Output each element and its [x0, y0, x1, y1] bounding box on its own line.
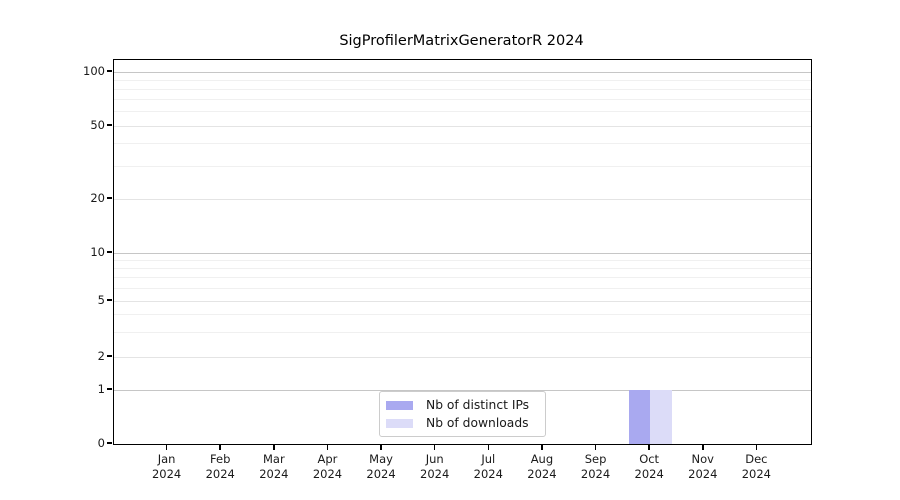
y-tick-mark-0: [107, 442, 112, 444]
x-tick-label-9: Sep 2024: [580, 452, 611, 481]
y-tick-mark-50: [107, 124, 112, 126]
x-tick-mark-2: [219, 444, 221, 450]
y-tick-label-20: 20: [90, 191, 105, 205]
bar-nb-of-distinct-ips-oct-2024: [628, 390, 651, 444]
bar-nb-of-downloads-oct-2024: [650, 390, 672, 444]
x-tick-label-6: Jun 2024: [420, 452, 450, 481]
gridline-y-50: [114, 125, 811, 127]
legend-swatch-downloads: [386, 418, 413, 428]
x-tick-label-1: Jan 2024: [151, 452, 182, 481]
x-tick-mark-7: [487, 444, 490, 450]
x-tick-label-5: May 2024: [366, 452, 396, 481]
y-tick-mark-20: [107, 197, 112, 199]
y-tick-mark-5: [107, 299, 112, 301]
y-tick-label-50: 50: [90, 118, 105, 132]
y-tick-mark-100: [107, 70, 112, 72]
plot-area: Nb of distinct IPs Nb of downloads: [113, 59, 812, 445]
x-tick-mark-5: [380, 444, 382, 450]
gridline-y-90: [114, 79, 811, 81]
x-tick-mark-8: [541, 444, 543, 450]
x-tick-mark-9: [594, 444, 597, 450]
legend-label-distinct-ips: Nb of distinct IPs: [426, 398, 530, 412]
y-tick-label-0: 0: [97, 436, 105, 450]
gridline-y-40: [114, 143, 811, 145]
x-tick-mark-4: [326, 444, 329, 450]
gridline-y-70: [114, 99, 811, 101]
x-tick-label-10: Oct 2024: [634, 452, 664, 481]
x-tick-mark-1: [165, 444, 168, 450]
chart-title: SigProfilerMatrixGeneratorR 2024: [339, 33, 584, 49]
gridline-y-100: [114, 71, 811, 73]
x-tick-label-2: Feb 2024: [205, 452, 235, 481]
legend: Nb of distinct IPs Nb of downloads: [379, 391, 546, 437]
y-tick-mark-10: [107, 251, 112, 253]
x-tick-mark-6: [433, 444, 436, 450]
gridline-y-9: [114, 259, 811, 261]
legend-label-downloads: Nb of downloads: [426, 416, 529, 430]
y-tick-label-5: 5: [97, 293, 105, 307]
x-tick-mark-3: [273, 444, 275, 450]
x-tick-mark-11: [702, 444, 704, 450]
x-tick-mark-12: [755, 444, 758, 450]
x-tick-label-7: Jul 2024: [473, 452, 503, 481]
gridline-y-60: [114, 111, 811, 113]
y-tick-label-10: 10: [90, 245, 105, 259]
gridline-y-6: [114, 287, 811, 289]
gridline-y-3: [114, 331, 811, 333]
x-tick-label-11: Nov 2024: [688, 452, 718, 481]
y-tick-mark-1: [107, 388, 112, 390]
gridline-y-8: [114, 267, 811, 269]
gridline-y-7: [114, 277, 811, 279]
legend-item-distinct-ips: Nb of distinct IPs: [386, 396, 537, 414]
x-tick-label-3: Mar 2024: [259, 452, 289, 481]
gridline-y-5: [114, 300, 811, 302]
y-tick-label-2: 2: [97, 349, 105, 363]
x-tick-label-12: Dec 2024: [741, 452, 772, 481]
x-tick-mark-10: [648, 444, 650, 450]
legend-swatch-distinct-ips: [386, 400, 413, 410]
gridline-y-2: [114, 356, 811, 358]
legend-item-downloads: Nb of downloads: [386, 414, 537, 432]
gridline-y-4: [114, 314, 811, 316]
gridline-y-20: [114, 198, 811, 200]
y-tick-mark-2: [107, 355, 112, 357]
gridline-y-30: [114, 166, 811, 168]
gridline-y-80: [114, 88, 811, 90]
y-tick-label-1: 1: [97, 382, 105, 396]
gridline-y-10: [114, 252, 811, 254]
x-tick-label-4: Apr 2024: [312, 452, 343, 481]
gridline-y-1: [114, 389, 811, 391]
y-tick-label-100: 100: [83, 64, 105, 78]
x-tick-label-8: Aug 2024: [527, 452, 557, 481]
